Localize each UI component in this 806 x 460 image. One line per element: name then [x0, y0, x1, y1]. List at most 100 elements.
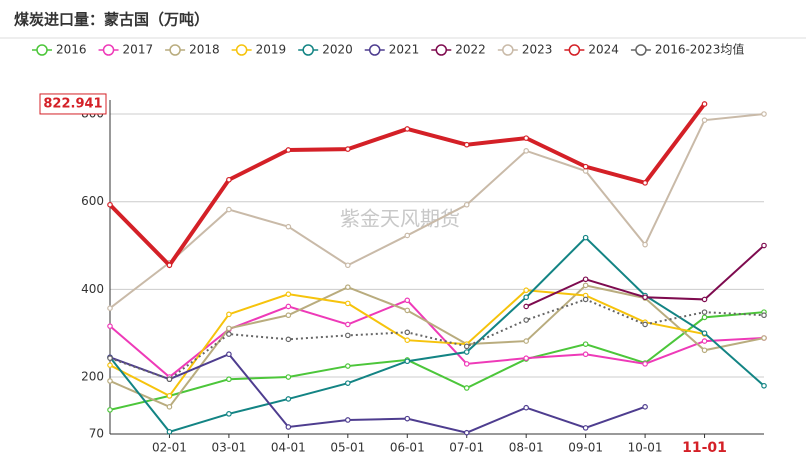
- y-marker-box: [39, 93, 107, 115]
- point: [701, 296, 708, 303]
- point: [642, 241, 648, 248]
- series-line: [109, 113, 765, 309]
- legend-marker: [635, 44, 647, 56]
- point: [463, 385, 470, 391]
- point: [166, 262, 173, 269]
- point: [226, 351, 232, 358]
- series-line: [109, 311, 765, 411]
- point: [285, 147, 292, 153]
- point: [226, 325, 232, 332]
- point: [345, 284, 351, 290]
- point: [701, 117, 708, 123]
- series-line: [109, 353, 646, 434]
- y-marker-label: 822.941: [43, 96, 102, 111]
- point: [701, 347, 708, 354]
- point: [404, 297, 411, 304]
- x-tick-label: 06-01: [390, 441, 425, 455]
- point: [463, 361, 470, 367]
- point: [642, 361, 648, 367]
- point: [463, 429, 470, 436]
- point: [345, 417, 351, 423]
- point: [107, 362, 113, 368]
- point: [642, 321, 648, 328]
- point: [523, 317, 529, 323]
- y-tick-label: 200: [81, 370, 104, 384]
- point: [463, 343, 470, 350]
- point: [404, 415, 411, 422]
- point: [701, 330, 708, 336]
- point: [523, 287, 529, 294]
- legend-marker: [568, 44, 581, 56]
- legend-marker: [368, 44, 381, 56]
- x-tick-label: 11-01: [682, 440, 727, 456]
- point: [701, 101, 708, 107]
- point: [523, 303, 529, 310]
- point: [345, 321, 351, 328]
- point: [285, 336, 292, 343]
- point: [582, 282, 589, 289]
- point: [226, 376, 232, 383]
- point: [642, 180, 648, 186]
- point: [345, 262, 351, 269]
- legend-marker: [302, 44, 314, 56]
- point: [642, 294, 648, 301]
- point: [463, 349, 470, 355]
- x-tick-label: 07-01: [449, 441, 484, 455]
- point: [285, 223, 292, 230]
- point: [761, 111, 767, 117]
- point: [345, 300, 351, 307]
- point: [463, 201, 470, 208]
- point: [463, 141, 470, 148]
- series-line: [109, 298, 765, 381]
- x-tick-label: 08-01: [509, 441, 544, 455]
- x-tick-label: 04-01: [271, 441, 306, 455]
- point: [107, 323, 113, 329]
- x-tick-label: 02-01: [152, 441, 187, 455]
- point: [701, 338, 708, 344]
- series-line: [109, 299, 765, 379]
- point: [285, 374, 292, 380]
- point: [285, 396, 292, 402]
- legend-label: 2021: [389, 43, 420, 57]
- point: [523, 355, 529, 361]
- point: [226, 411, 232, 417]
- point: [761, 312, 767, 319]
- chart-title: 煤炭进口量：蒙古国（万吨）: [14, 11, 209, 29]
- point: [404, 126, 411, 132]
- point: [226, 176, 232, 183]
- point: [701, 309, 708, 315]
- y-tick-label: 400: [81, 282, 104, 296]
- point: [285, 291, 292, 297]
- y-tick-label: 600: [81, 194, 104, 208]
- point: [642, 404, 648, 410]
- point: [226, 311, 232, 318]
- point: [761, 242, 767, 249]
- point: [582, 276, 589, 283]
- point: [107, 355, 113, 361]
- legend-marker: [435, 44, 448, 56]
- point: [523, 148, 529, 154]
- point: [582, 234, 589, 241]
- point: [107, 407, 113, 413]
- point: [345, 146, 351, 152]
- point: [701, 314, 708, 321]
- point: [166, 376, 173, 383]
- series-line: [109, 236, 765, 433]
- point: [582, 351, 589, 358]
- legend-label: 2020: [322, 43, 353, 57]
- point: [285, 312, 292, 319]
- point: [404, 232, 411, 239]
- point: [404, 307, 411, 314]
- point: [404, 358, 411, 365]
- x-tick-label: 03-01: [211, 441, 246, 455]
- legend-label: 2022: [455, 43, 486, 57]
- point: [285, 424, 292, 430]
- x-tick-label: 05-01: [330, 441, 365, 455]
- legend-label: 2016: [56, 43, 87, 57]
- point: [582, 425, 589, 431]
- legend-marker: [102, 44, 115, 56]
- point: [166, 404, 173, 410]
- point: [761, 335, 767, 341]
- legend-label: 2024: [588, 43, 619, 57]
